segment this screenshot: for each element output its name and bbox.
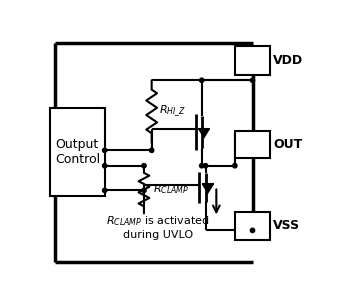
Text: OUT: OUT <box>273 138 303 151</box>
Text: $R_{CLAMP}$: $R_{CLAMP}$ <box>153 183 190 196</box>
Polygon shape <box>202 184 214 194</box>
Text: VDD: VDD <box>273 54 303 67</box>
Circle shape <box>200 164 204 168</box>
Circle shape <box>200 78 204 82</box>
Text: $R_{HI\_Z}$: $R_{HI\_Z}$ <box>159 103 186 119</box>
Circle shape <box>150 148 154 152</box>
Text: $R_{CLAMP}$ is activated
during UVLO: $R_{CLAMP}$ is activated during UVLO <box>106 215 209 240</box>
Circle shape <box>250 78 255 82</box>
Circle shape <box>103 188 107 192</box>
Circle shape <box>203 164 208 168</box>
Circle shape <box>103 164 107 168</box>
Circle shape <box>233 164 237 168</box>
Polygon shape <box>198 129 210 139</box>
Bar <box>235 131 270 158</box>
Circle shape <box>142 188 146 192</box>
Bar <box>235 212 270 240</box>
Circle shape <box>103 148 107 152</box>
Bar <box>235 46 270 75</box>
Text: Output
Control: Output Control <box>55 138 100 166</box>
Text: VSS: VSS <box>273 219 300 232</box>
Circle shape <box>250 228 255 233</box>
Circle shape <box>142 164 146 168</box>
Bar <box>50 108 105 196</box>
